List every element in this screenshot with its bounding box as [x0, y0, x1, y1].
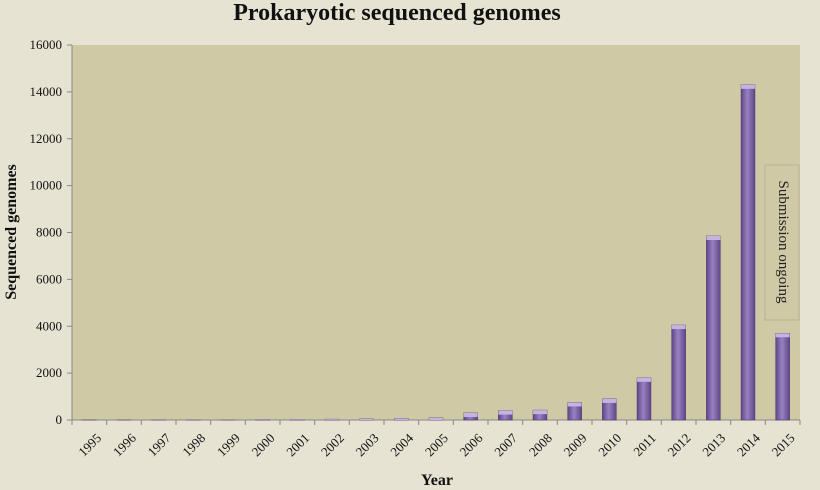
x-tick-label: 2002 [318, 430, 347, 459]
y-axis: 0 2000 4000 6000 8000 10000 12000 14000 16000 [30, 37, 73, 427]
bar-cap [775, 333, 790, 338]
x-tick-label: 2008 [526, 430, 555, 459]
y-tick-label: 16000 [30, 37, 63, 52]
bar-cap [325, 419, 339, 420]
x-tick-label: 1999 [214, 430, 243, 459]
bar-cap [533, 410, 547, 415]
x-tick-label: 1995 [75, 430, 104, 459]
y-tick-label: 10000 [30, 178, 63, 193]
x-axis: 1995 1996 1997 1998 1999 2000 2001 2002 2003 2004… [71, 419, 801, 459]
bar [602, 398, 617, 421]
y-tick-label: 14000 [30, 84, 63, 99]
bar-cap [671, 325, 686, 330]
bar-cap [429, 417, 443, 420]
bar [532, 409, 548, 421]
bar-body [636, 377, 652, 421]
y-tick-label: 12000 [30, 131, 63, 146]
bar-cap [706, 236, 721, 241]
bar-cap [602, 398, 617, 403]
bar-cap [359, 418, 374, 420]
bar-cap [255, 419, 270, 420]
bar [290, 418, 305, 421]
bar [255, 419, 270, 421]
bar [394, 418, 409, 421]
bar [498, 410, 513, 421]
bar [671, 324, 686, 421]
x-tick-label: 2011 [630, 430, 659, 459]
annotation-box: Submission ongoing [764, 164, 800, 321]
bar [567, 402, 582, 421]
x-tick-label: 1997 [145, 430, 174, 459]
bar-body [706, 235, 721, 421]
x-tick-label: 1996 [110, 430, 139, 459]
chart-title: Prokaryotic sequenced genomes [233, 0, 561, 26]
y-tick-label: 0 [56, 412, 63, 427]
x-tick-label: 2005 [422, 430, 451, 459]
x-tick-label: 2009 [561, 430, 590, 459]
y-axis-title: Sequenced genomes [3, 164, 20, 300]
x-tick-label: 2007 [491, 430, 520, 459]
bar [636, 377, 652, 421]
bar-cap [498, 410, 513, 415]
plot-area [72, 45, 800, 420]
bar-cap [637, 377, 651, 382]
x-tick-label: 2015 [769, 430, 798, 459]
x-tick-label: 2014 [734, 430, 763, 459]
x-tick-label: 1998 [179, 430, 208, 459]
x-tick-label: 2003 [353, 430, 382, 459]
bar-body [775, 332, 790, 421]
x-tick-label: 2013 [699, 430, 728, 459]
bar-cap [290, 419, 305, 420]
x-tick-label: 2000 [249, 430, 278, 459]
x-tick-label: 2012 [665, 430, 694, 459]
bar [359, 418, 374, 421]
bar [775, 332, 790, 421]
bar-cap [567, 402, 582, 407]
bar-cap [741, 84, 755, 89]
y-tick-label: 2000 [36, 365, 62, 380]
y-tick-label: 8000 [36, 225, 62, 240]
bar [324, 418, 340, 421]
x-tick-label: 2001 [283, 430, 312, 459]
annotation-background [764, 164, 800, 321]
x-axis-title: Year [421, 472, 453, 489]
bar-body [671, 324, 686, 421]
bar [740, 84, 756, 421]
bar [706, 235, 721, 421]
annotation-label: Submission ongoing [775, 181, 791, 304]
bar-cap [463, 412, 478, 417]
y-tick-label: 6000 [36, 271, 62, 286]
x-tick-label: 2010 [595, 430, 624, 459]
bar-body [740, 84, 756, 421]
bar [463, 412, 478, 421]
y-tick-label: 4000 [36, 318, 62, 333]
bar [428, 417, 444, 421]
x-tick-label: 2004 [387, 430, 416, 459]
bar-cap [394, 418, 409, 420]
x-tick-label: 2006 [457, 430, 486, 459]
bars-group [82, 84, 790, 421]
